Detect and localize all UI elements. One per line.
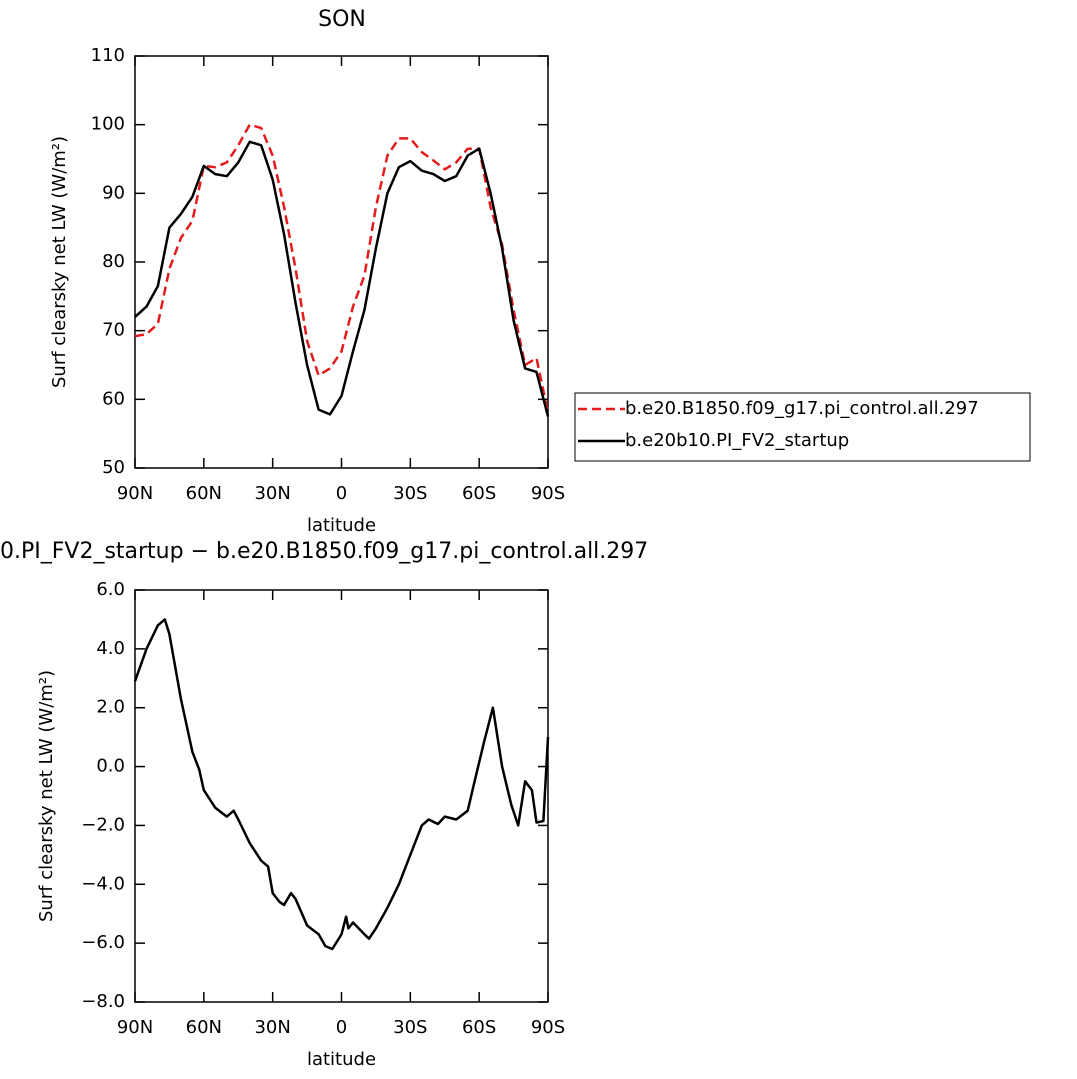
legend-box	[574, 392, 1031, 462]
x-tick-label: 30S	[393, 1017, 427, 1038]
x-tick-label: 90N	[117, 483, 153, 504]
y-tick-label: 90	[102, 182, 125, 203]
x-tick-label: 60N	[186, 1017, 222, 1038]
x-tick-label: 60S	[462, 1017, 496, 1038]
x-tick-label: 30N	[254, 1017, 290, 1038]
y-tick-label: −6.0	[81, 932, 125, 953]
x-tick-label: 0	[336, 483, 347, 504]
y-tick-label: 2.0	[96, 697, 125, 718]
x-tick-label: 0	[336, 1017, 347, 1038]
x-tick-label: 60S	[462, 483, 496, 504]
x-tick-label: 60N	[186, 483, 222, 504]
chart-title: 0.PI_FV2_startup − b.e20.B1850.f09_g17.p…	[0, 539, 648, 564]
x-axis-label: latitude	[307, 1049, 376, 1070]
x-tick-label: 30S	[393, 483, 427, 504]
y-axis-label: Surf clearsky net LW (W/m²)	[49, 136, 70, 388]
y-tick-label: 0.0	[96, 756, 125, 777]
y-tick-label: 4.0	[96, 638, 125, 659]
legend-label: b.e20.B1850.f09_g17.pi_control.all.297	[625, 398, 979, 419]
y-tick-label: 100	[91, 114, 125, 135]
y-tick-label: 50	[102, 457, 125, 478]
plot-frame	[134, 589, 549, 1003]
x-tick-label: 90S	[531, 1017, 565, 1038]
y-tick-label: 70	[102, 320, 125, 341]
chart-title: SON	[318, 7, 366, 32]
y-tick-label: −8.0	[81, 991, 125, 1012]
x-axis-label: latitude	[307, 515, 376, 536]
y-axis-label: Surf clearsky net LW (W/m²)	[36, 670, 57, 922]
y-tick-label: −2.0	[81, 814, 125, 835]
data-line	[134, 140, 550, 417]
plot-frame	[134, 55, 549, 469]
data-line	[133, 618, 550, 951]
y-tick-label: 80	[102, 251, 125, 272]
y-tick-label: 6.0	[96, 579, 125, 600]
x-tick-label: 90S	[531, 483, 565, 504]
legend-label: b.e20b10.PI_FV2_startup	[625, 430, 849, 451]
y-tick-label: −4.0	[81, 873, 125, 894]
y-tick-label: 60	[102, 388, 125, 409]
data-line	[134, 123, 550, 414]
x-tick-label: 30N	[254, 483, 290, 504]
y-tick-label: 110	[91, 45, 125, 66]
x-tick-label: 90N	[117, 1017, 153, 1038]
